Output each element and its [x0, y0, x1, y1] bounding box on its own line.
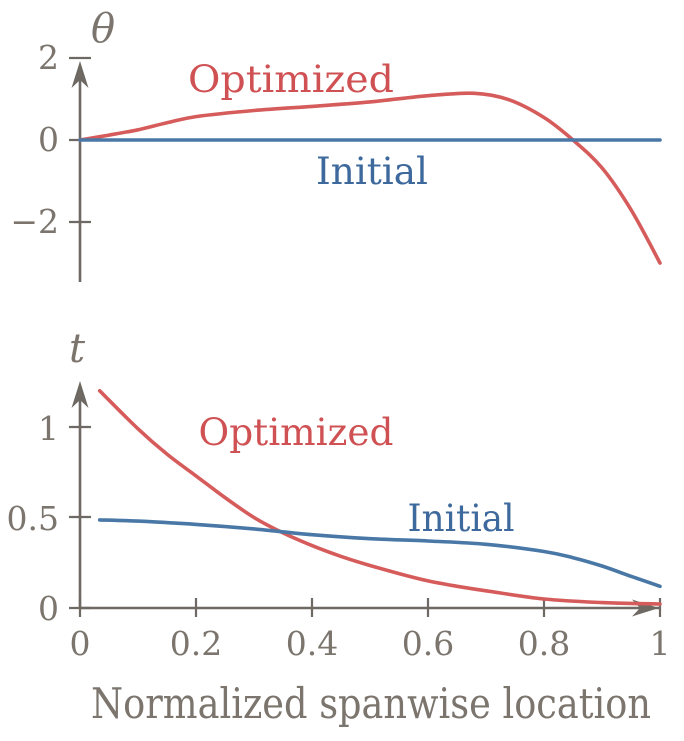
bottom-y-axis-arrow-icon	[71, 381, 89, 408]
bottom-initial-label: Initial	[408, 497, 515, 540]
xtick-label-02: 0.2	[170, 624, 222, 663]
bottom-ytick-label-0: 0	[38, 589, 59, 628]
xtick-label-0: 0	[70, 624, 91, 663]
xtick-label-06: 0.6	[402, 624, 454, 663]
optimized-curve	[78, 91, 662, 265]
optimized-curve	[97, 389, 662, 606]
top-y-axis-title-theta: θ	[91, 6, 115, 52]
top-plot: 2 0 −2 θ Optimized Initial	[10, 6, 662, 282]
curves-0	[78, 91, 662, 265]
top-ytick-label-0: 0	[38, 120, 59, 159]
top-ytick-label-neg2: −2	[10, 202, 59, 241]
bottom-y-axis-title-t: t	[69, 326, 86, 372]
xtick-label-1: 1	[650, 624, 671, 663]
bottom-ytick-label-05: 0.5	[7, 499, 59, 538]
top-ytick-label-2: 2	[38, 38, 59, 77]
bottom-plot: 1 0.5 0 0 0.2 0.4 0.6 0.8 1 t Optimized …	[7, 326, 671, 728]
initial-curve	[97, 518, 662, 589]
top-optimized-label: Optimized	[188, 58, 394, 101]
xtick-label-04: 0.4	[286, 624, 338, 663]
top-y-axis-arrow-icon	[71, 61, 89, 88]
xtick-label-08: 0.8	[518, 624, 570, 663]
x-axis-title: Normalized spanwise location	[91, 679, 651, 728]
bottom-optimized-label: Optimized	[199, 411, 394, 454]
top-initial-label: Initial	[316, 150, 428, 193]
curves-1	[97, 389, 662, 606]
bottom-ytick-label-1: 1	[38, 409, 59, 448]
